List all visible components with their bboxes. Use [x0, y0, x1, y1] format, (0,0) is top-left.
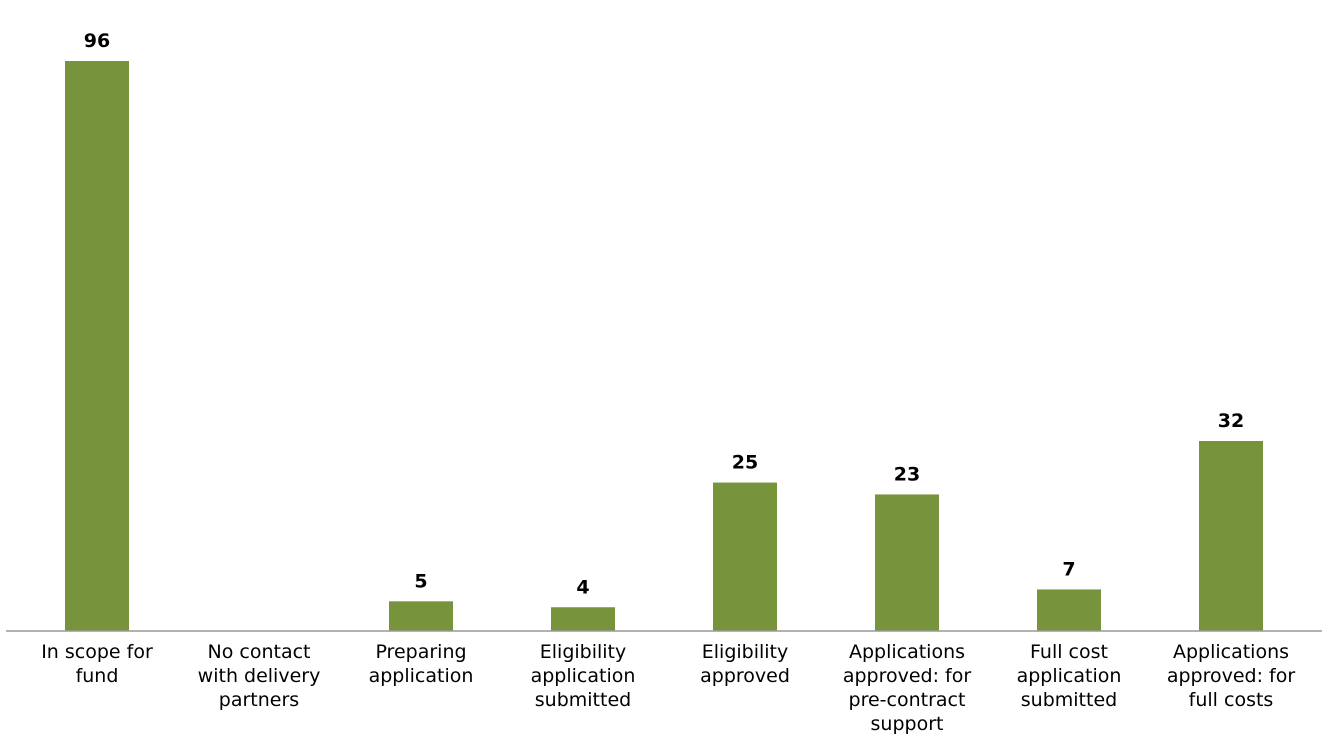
bar-6	[1037, 589, 1101, 631]
category-label-line: Eligibility	[540, 641, 627, 663]
category-label-line: submitted	[535, 689, 631, 711]
category-label-5: Applications approved: for pre-contract sup…	[843, 641, 972, 735]
category-label-line: approved: for	[843, 665, 972, 687]
bar-2	[389, 601, 453, 631]
value-label-2: 5	[414, 570, 427, 592]
category-label-4: Eligibility approved	[700, 641, 790, 687]
category-label-line: submitted	[1021, 689, 1117, 711]
bar-0	[65, 61, 129, 631]
bar-4	[713, 482, 777, 631]
value-label-5: 23	[894, 463, 920, 485]
category-label-0: In scope for fund	[41, 641, 153, 687]
category-label-line: Full cost	[1030, 641, 1108, 663]
category-label-line: Preparing	[375, 641, 466, 663]
category-label-line: No contact	[208, 641, 311, 663]
category-label-line: fund	[76, 665, 119, 687]
category-label-line: pre-contract	[849, 689, 966, 711]
value-labels-group: 96 5 4 25 23 7 32	[84, 30, 1244, 598]
category-label-line: application	[1017, 665, 1122, 687]
category-label-6: Full cost application submitted	[1017, 641, 1122, 711]
category-label-3: Eligibility application submitted	[531, 641, 636, 711]
bars-group	[65, 61, 1263, 631]
category-label-line: approved: for	[1167, 665, 1296, 687]
bar-3	[551, 607, 615, 631]
category-label-line: full costs	[1189, 689, 1274, 711]
category-label-line: Eligibility	[702, 641, 789, 663]
value-label-4: 25	[732, 452, 758, 474]
category-label-1: No contact with delivery partners	[198, 641, 321, 711]
category-label-line: partners	[219, 689, 299, 711]
category-label-line: Applications	[849, 641, 965, 663]
category-label-line: application	[369, 665, 474, 687]
category-label-line: In scope for	[41, 641, 153, 663]
value-label-6: 7	[1062, 558, 1075, 580]
category-label-line: application	[531, 665, 636, 687]
category-label-line: with delivery	[198, 665, 321, 687]
category-label-line: support	[871, 713, 944, 735]
bar-7	[1199, 441, 1263, 631]
value-label-7: 32	[1218, 410, 1244, 432]
bar-5	[875, 494, 939, 631]
category-label-line: Applications	[1173, 641, 1289, 663]
category-label-line: approved	[700, 665, 790, 687]
value-label-3: 4	[576, 576, 589, 598]
value-label-0: 96	[84, 30, 110, 52]
category-label-2: Preparing application	[369, 641, 474, 687]
category-label-7: Applications approved: for full costs	[1167, 641, 1296, 711]
